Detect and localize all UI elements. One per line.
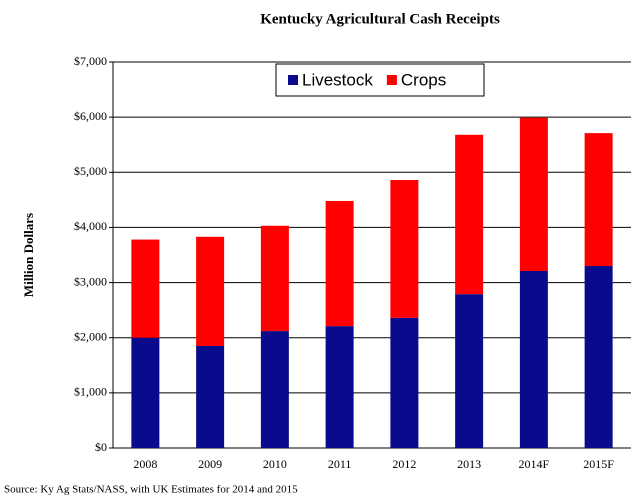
bar-segment [455, 294, 484, 448]
bar-segment [325, 326, 354, 448]
y-tick-label: $0 [95, 440, 107, 454]
y-tick-label: $7,000 [74, 54, 107, 68]
bar-segment [390, 317, 419, 448]
bar-segment [196, 345, 225, 448]
bar-segment [325, 200, 354, 327]
x-tick-label: 2008 [133, 457, 157, 471]
y-axis-label: Million Dollars [21, 213, 36, 297]
legend-box [275, 63, 485, 97]
x-tick-label: 2015F [583, 457, 614, 471]
y-tick-label: $4,000 [74, 219, 107, 233]
bar-segment [196, 236, 225, 346]
x-tick-label: 2010 [263, 457, 287, 471]
source-note: Source: Ky Ag Stats/NASS, with UK Estima… [4, 484, 298, 496]
bar-segment [519, 270, 548, 448]
x-tick-label: 2011 [328, 457, 352, 471]
bar-segment [519, 117, 548, 271]
bar-segment [455, 134, 484, 295]
bar-segment [584, 133, 613, 267]
y-tick-label: $1,000 [74, 385, 107, 399]
x-tick-label: 2009 [198, 457, 222, 471]
bar-segment [260, 225, 289, 332]
chart-title: Kentucky Agricultural Cash Receipts [260, 11, 500, 27]
legend-swatch [288, 75, 298, 85]
y-tick-label: $5,000 [74, 164, 107, 178]
x-tick-label: 2013 [457, 457, 481, 471]
y-tick-label: $6,000 [74, 109, 107, 123]
x-tick-label: 2012 [392, 457, 416, 471]
y-tick-label: $2,000 [74, 329, 107, 343]
bar-segment [390, 180, 419, 318]
bar-segment [260, 331, 289, 448]
y-tick-label: $3,000 [74, 274, 107, 288]
x-tick-label: 2014F [519, 457, 550, 471]
bar-segment [131, 337, 160, 448]
legend-label: Crops [401, 70, 446, 89]
bar-segment [131, 239, 160, 338]
legend-label: Livestock [302, 70, 373, 89]
legend-swatch [386, 75, 397, 85]
bar-segment [584, 266, 613, 448]
